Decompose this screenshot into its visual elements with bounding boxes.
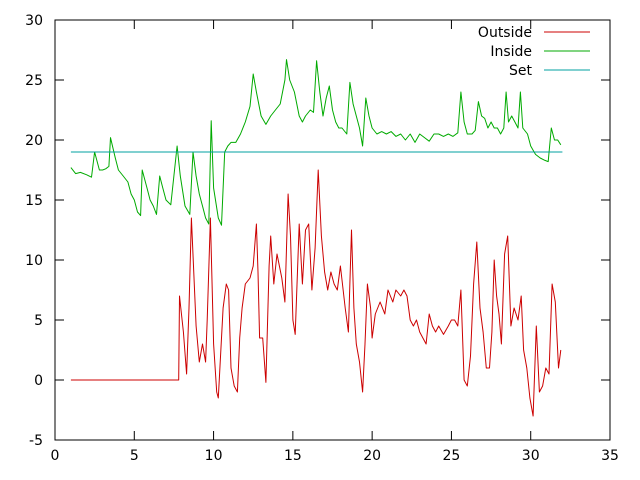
x-tick-label: 20 (363, 448, 381, 464)
legend-label-inside: Inside (490, 44, 532, 60)
x-tick-label: 30 (522, 448, 540, 464)
legend-label-outside: Outside (478, 25, 532, 41)
plot-frame (54, 19, 611, 441)
axis-ticks: 0 5 10 15 20 25 30 35 -5 0 5 10 15 20 25 30 (25, 13, 619, 464)
legend: Outside Inside Set (478, 25, 590, 79)
x-tick-label: 0 (51, 448, 60, 464)
y-tick-label: 25 (25, 73, 43, 89)
series-line-inside (70, 59, 562, 226)
y-tick-label: 5 (34, 313, 43, 329)
y-tick-label: 30 (25, 13, 43, 29)
x-tick-label: 25 (443, 448, 461, 464)
x-tick-label: 10 (205, 448, 223, 464)
y-tick-label: 15 (25, 193, 43, 209)
y-tick-label: -5 (29, 433, 43, 449)
y-tick-label: 10 (25, 253, 43, 269)
y-tick-label: 0 (34, 373, 43, 389)
y-tick-label: 20 (25, 133, 43, 149)
x-tick-label: 15 (284, 448, 302, 464)
series-line-outside (70, 169, 562, 417)
legend-label-set: Set (509, 63, 533, 79)
x-tick-label: 35 (601, 448, 619, 464)
series-layer (70, 59, 563, 417)
x-tick-label: 5 (130, 448, 139, 464)
